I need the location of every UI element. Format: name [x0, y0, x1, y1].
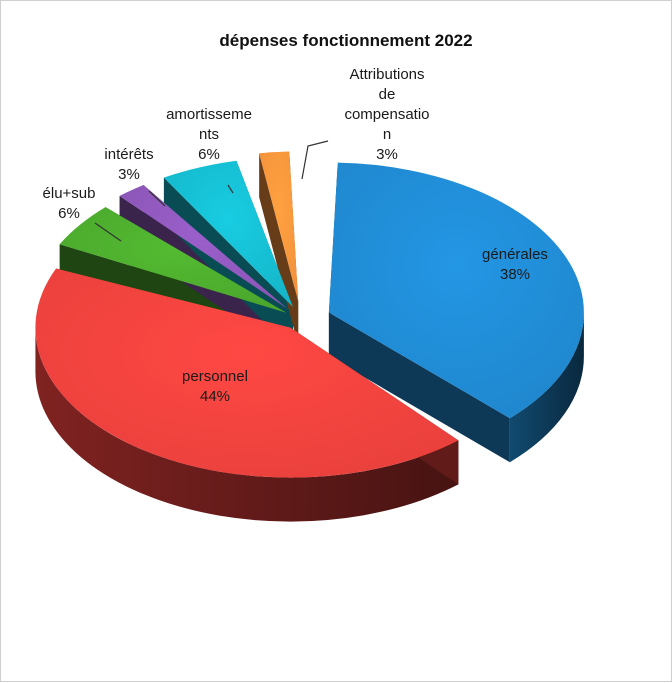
leader-line-5 [301, 140, 329, 180]
slice-name-label: de [379, 86, 396, 103]
slice-name-label: n [383, 126, 391, 143]
slice-side-0-0 [509, 312, 584, 463]
slice-name-label: nts [199, 126, 219, 143]
slice-label-4: amortisseme nts 6% [166, 106, 252, 163]
slice-name-label: personnel [182, 368, 248, 385]
slice-value-label: 6% [58, 205, 80, 222]
slice-personnel [35, 268, 459, 478]
slice-side-1-0 [35, 327, 459, 522]
slice-value-label: 6% [198, 146, 220, 163]
slice-value-label: 44% [200, 388, 230, 405]
slice-label-1: personnel 44% [182, 368, 248, 405]
slice-value-label: 38% [500, 266, 530, 283]
slice--lu-sub [59, 207, 287, 313]
slice-name-label: élu+sub [43, 185, 96, 202]
slice-label-3: intérêts 3% [104, 146, 153, 183]
slice-labels: générales 38% personnel 44% élu+sub 6% intérêt… [43, 66, 548, 405]
slice-int-r-ts [119, 185, 288, 309]
chart-title: dépenses fonctionnement 2022 [219, 31, 472, 50]
slice-amortissements [163, 160, 293, 307]
slice-value-label: 3% [376, 146, 398, 163]
slice-label-5: Attributions de compensatio n 3% [344, 66, 429, 163]
slice-value-label: 3% [118, 166, 140, 183]
leader-line-4 [227, 184, 234, 194]
slice-name-label: intérêts [104, 146, 153, 163]
leader-lines [94, 140, 329, 242]
slice-label-0: générales 38% [482, 246, 548, 283]
slice-name-label: amortisseme [166, 106, 252, 123]
slice-cut-0-1 [328, 312, 510, 463]
leader-line-2 [94, 222, 122, 242]
slice-label-2: élu+sub 6% [43, 185, 96, 222]
slice-name-label: générales [482, 246, 548, 263]
leader-line-3 [148, 190, 166, 207]
slice-name-label: Attributions [349, 66, 424, 83]
pie-tops [35, 151, 584, 478]
slice-g-n-rales [328, 162, 584, 419]
slice-name-label: compensatio [344, 106, 429, 123]
slice-attributions-de-compensation [259, 151, 299, 302]
